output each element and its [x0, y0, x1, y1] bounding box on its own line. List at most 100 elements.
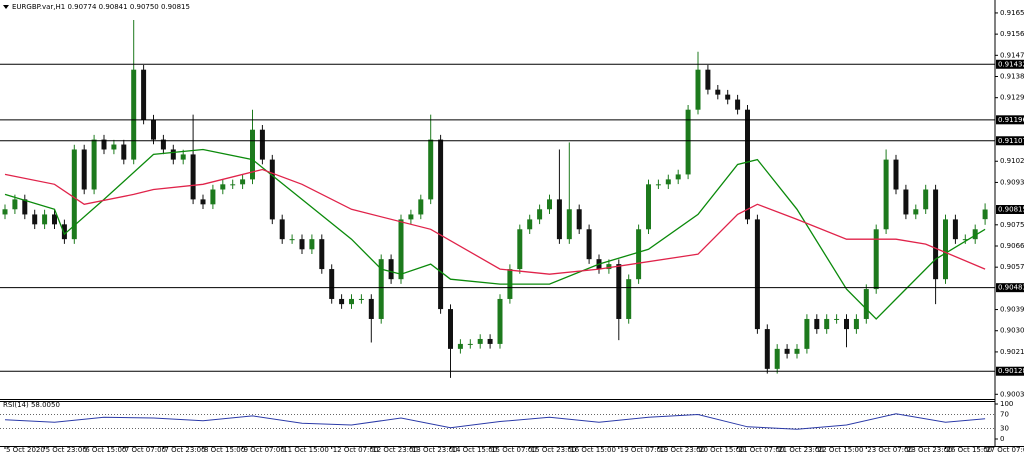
rsi-tick-label: 70	[1000, 411, 1009, 419]
candle-body	[774, 348, 780, 369]
x-tick-label: 11 Oct 15:00	[283, 446, 329, 454]
candle-body	[834, 318, 840, 320]
x-tick-label: 8 Oct 15:00	[204, 446, 245, 454]
candle-body	[537, 209, 543, 220]
candle-body	[170, 149, 176, 160]
rsi-line	[4, 413, 986, 430]
candle-body	[240, 179, 246, 185]
candle-body	[52, 214, 57, 225]
candle-body	[527, 219, 533, 230]
candle-body	[269, 159, 275, 220]
candle-body	[646, 184, 651, 230]
candle-body	[230, 184, 236, 186]
candle-body	[636, 229, 642, 280]
candle-body	[685, 109, 691, 175]
candle-body	[81, 149, 87, 190]
candle-body	[2, 209, 8, 215]
candle-body	[32, 214, 38, 225]
candle-body	[457, 343, 463, 349]
x-tick-label: 16 Oct 15:00	[570, 446, 616, 454]
candle-body	[259, 129, 265, 160]
x-tick-label: 5 Oct 2020	[6, 446, 45, 454]
level-label-box	[996, 366, 1024, 376]
candle-body	[972, 229, 978, 240]
last-price-box	[996, 205, 1024, 215]
candle-body	[586, 229, 592, 260]
candle-body	[358, 298, 364, 300]
candle-body	[883, 159, 889, 230]
candle-body	[131, 69, 137, 160]
candle-body	[943, 219, 948, 280]
rsi-tick-label: 30	[1000, 425, 1009, 433]
candle-body	[982, 209, 988, 220]
candle-body	[289, 239, 295, 241]
x-tick-label: 23 Oct 23:00	[907, 446, 953, 454]
candle-body	[160, 139, 166, 150]
candle-body	[250, 129, 255, 180]
x-tick-label: 12 Oct 23:00	[372, 446, 418, 454]
rsi-label: RSI(14) 58.0050	[3, 401, 60, 409]
candle-body	[121, 144, 127, 160]
candle-body	[319, 239, 325, 270]
candle-body	[141, 69, 147, 120]
candle-body	[853, 318, 859, 330]
x-tick-label: 6 Oct 15:00	[85, 446, 126, 454]
level-label: 0.91432	[998, 60, 1024, 68]
candle-body	[368, 298, 374, 319]
candle-body	[844, 318, 849, 330]
candle-body	[754, 219, 760, 330]
candle-body	[547, 199, 552, 210]
candle-body	[616, 264, 622, 319]
candle-body	[339, 298, 345, 305]
candle-body	[626, 279, 632, 319]
level-label: 0.91196	[998, 116, 1024, 124]
candle-body	[42, 214, 48, 225]
x-tick-label: 15 Oct 23:00	[531, 446, 577, 454]
x-tick-label: 21 Oct 07:00	[739, 446, 785, 454]
candle-body	[923, 189, 929, 210]
candle-body	[448, 309, 453, 349]
candle-body	[180, 154, 186, 160]
candle-body	[735, 99, 741, 110]
candle-body	[477, 338, 483, 344]
level-label-box	[996, 59, 1024, 69]
moving-average	[4, 168, 986, 275]
candle-body	[952, 219, 958, 240]
menu-arrow[interactable]	[3, 5, 9, 9]
candle-body	[467, 343, 473, 345]
x-tick-label: 5 Oct 23:00	[46, 446, 87, 454]
candle-body	[349, 298, 354, 305]
x-tick-label: 12 Oct 07:00	[333, 446, 379, 454]
candle-body	[408, 214, 414, 220]
x-tick-label: 9 Oct 07:00	[244, 446, 285, 454]
candle-body	[675, 174, 681, 180]
candle-body	[784, 348, 790, 354]
x-tick-label: 7 Oct 07:00	[125, 446, 166, 454]
candle-body	[497, 298, 503, 344]
level-label: 0.90483	[998, 284, 1024, 292]
level-label: 0.91107	[998, 137, 1024, 145]
candle-body	[725, 94, 731, 100]
candle-body	[933, 189, 939, 280]
candle-body	[606, 264, 612, 270]
candle-body	[517, 229, 523, 270]
candle-body	[398, 219, 404, 280]
candle-body	[764, 329, 770, 369]
candle-body	[695, 69, 701, 110]
candle-body	[329, 269, 335, 299]
chart-title: EURGBP.var,H1 0.90774 0.90841 0.90750 0.…	[12, 3, 190, 11]
candle-body	[279, 219, 285, 240]
rsi-tick-label: 0	[1000, 435, 1004, 443]
candle-body	[556, 199, 562, 240]
candle-body	[190, 154, 196, 200]
candle-body	[299, 239, 305, 250]
